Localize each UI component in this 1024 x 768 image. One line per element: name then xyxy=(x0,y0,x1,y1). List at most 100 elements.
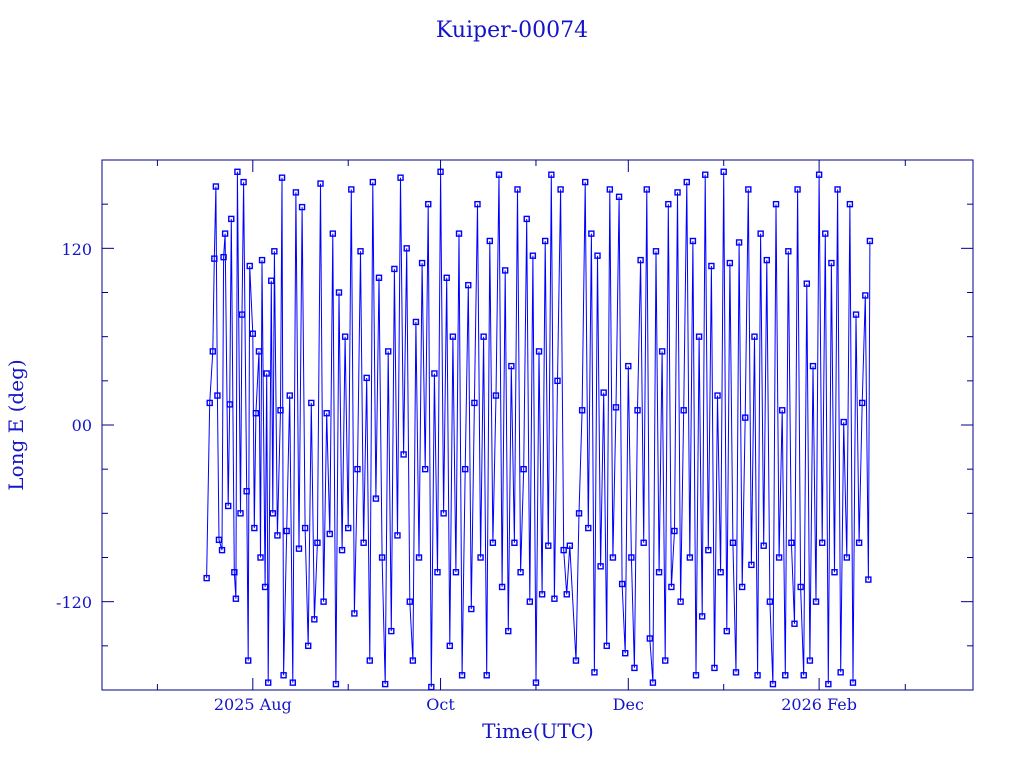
data-point xyxy=(406,598,413,605)
data-point xyxy=(837,669,844,676)
data-point xyxy=(238,311,246,318)
data-point xyxy=(283,527,290,535)
data-point xyxy=(646,635,654,642)
data-point xyxy=(212,183,220,190)
data-point xyxy=(317,180,324,187)
data-point xyxy=(443,274,450,281)
data-point xyxy=(855,539,863,546)
data-point xyxy=(249,330,257,337)
data-point xyxy=(554,377,561,385)
data-point xyxy=(240,178,247,186)
data-point xyxy=(683,178,690,186)
data-point xyxy=(828,259,835,267)
data-point xyxy=(226,401,233,408)
data-point xyxy=(695,333,703,340)
data-point xyxy=(465,281,472,289)
data-point xyxy=(403,245,410,252)
data-point xyxy=(754,672,761,679)
data-point xyxy=(649,679,657,686)
data-point xyxy=(560,546,567,554)
series-line xyxy=(206,171,871,688)
data-point xyxy=(757,230,764,237)
data-point xyxy=(625,362,632,370)
data-point xyxy=(425,200,432,208)
data-point xyxy=(261,583,269,591)
data-point xyxy=(286,392,293,399)
data-point xyxy=(588,230,595,237)
data-point xyxy=(708,262,715,270)
data-point xyxy=(859,399,866,407)
data-point xyxy=(232,595,240,602)
y-axis-label: Long E (deg) xyxy=(4,359,28,490)
data-point xyxy=(345,524,352,532)
data-point xyxy=(400,451,407,458)
data-point xyxy=(277,407,284,414)
data-point xyxy=(775,554,783,561)
data-point xyxy=(578,407,586,414)
data-point xyxy=(211,255,218,262)
data-point xyxy=(658,348,666,355)
data-point xyxy=(862,292,869,299)
data-point xyxy=(517,569,524,576)
data-point xyxy=(280,672,287,679)
data-point xyxy=(815,171,823,178)
data-point xyxy=(363,374,370,382)
data-point xyxy=(723,627,730,635)
data-point xyxy=(760,542,767,549)
data-point xyxy=(609,554,617,561)
data-point xyxy=(415,554,423,561)
data-point xyxy=(311,616,318,623)
data-point xyxy=(720,168,727,175)
data-point xyxy=(292,189,300,196)
data-point xyxy=(800,672,807,679)
data-point xyxy=(366,657,373,664)
data-point xyxy=(305,642,312,650)
data-point xyxy=(668,583,675,591)
data-point xyxy=(545,542,552,549)
data-point xyxy=(244,657,252,664)
data-point xyxy=(308,399,315,407)
data-point xyxy=(268,277,275,284)
data-point xyxy=(674,189,681,196)
data-point xyxy=(606,186,614,193)
data-point xyxy=(717,569,724,576)
data-point xyxy=(263,370,270,377)
data-point xyxy=(214,392,221,399)
data-point xyxy=(738,583,746,591)
data-point xyxy=(866,237,874,245)
data-point xyxy=(818,539,826,546)
data-point xyxy=(782,672,789,679)
data-point xyxy=(778,407,786,414)
data-point xyxy=(483,672,490,679)
data-point xyxy=(397,174,404,181)
data-point xyxy=(514,186,521,193)
data-point xyxy=(246,262,253,270)
data-point xyxy=(812,598,820,605)
data-point xyxy=(637,256,644,264)
data-point xyxy=(551,595,558,602)
data-point xyxy=(471,399,478,407)
data-point xyxy=(538,591,546,598)
x-tick-label-dec: Dec xyxy=(613,695,644,714)
data-point xyxy=(449,333,457,340)
data-point xyxy=(582,178,589,186)
data-point xyxy=(295,545,303,552)
data-point xyxy=(822,230,829,237)
data-point xyxy=(852,311,860,318)
data-point xyxy=(865,576,872,583)
data-point xyxy=(461,465,469,473)
data-point xyxy=(791,620,798,627)
data-point xyxy=(603,642,610,650)
data-point xyxy=(375,274,383,281)
data-point xyxy=(209,348,216,355)
data-point xyxy=(271,248,278,255)
data-point xyxy=(301,524,309,532)
data-point xyxy=(622,649,629,657)
data-point xyxy=(234,168,241,175)
data-point xyxy=(215,536,223,544)
data-point xyxy=(643,186,650,193)
y-tick-label-0: 00 xyxy=(72,416,92,435)
data-point xyxy=(203,574,210,582)
data-point xyxy=(655,569,663,576)
data-point xyxy=(612,404,620,411)
